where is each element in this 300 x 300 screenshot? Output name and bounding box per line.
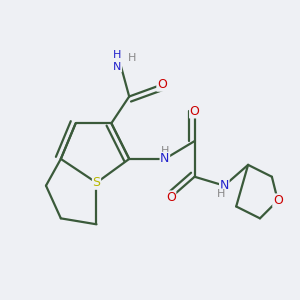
Text: N: N xyxy=(160,152,170,165)
Text: H
N: H N xyxy=(113,50,122,72)
Text: H: H xyxy=(217,189,226,199)
Text: H: H xyxy=(161,146,169,157)
Text: O: O xyxy=(157,78,167,91)
Text: O: O xyxy=(190,105,200,118)
Text: N: N xyxy=(220,179,229,192)
Text: O: O xyxy=(166,191,176,204)
Text: O: O xyxy=(273,194,283,207)
Text: S: S xyxy=(92,176,101,189)
Text: H: H xyxy=(128,53,136,63)
